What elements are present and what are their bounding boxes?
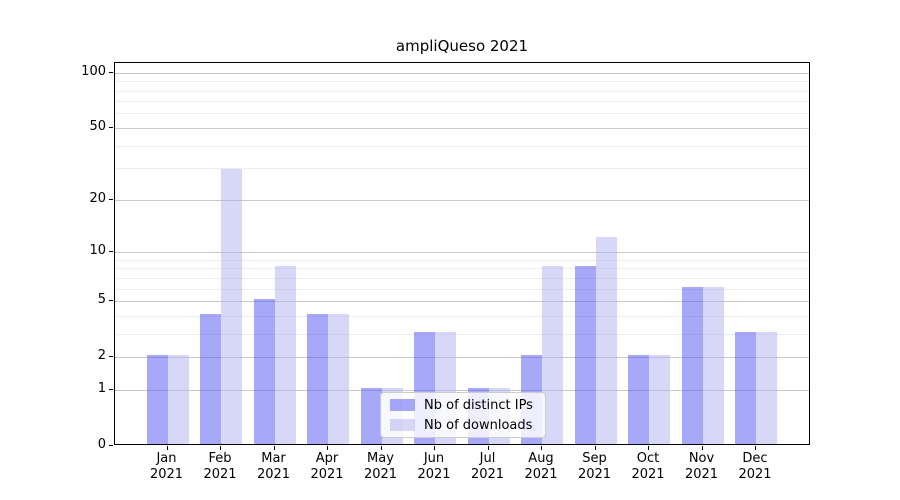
gridline-minor — [115, 315, 809, 317]
x-tick — [434, 446, 435, 450]
y-tick — [109, 71, 113, 73]
y-tick — [109, 356, 113, 358]
bar-distinct-ips-sep-2021 — [574, 266, 596, 444]
bar-distinct-ips-nov-2021 — [681, 286, 703, 444]
legend-label-distinct-ips: Nb of distinct IPs — [424, 397, 533, 413]
bar-distinct-ips-dec-2021 — [735, 331, 756, 444]
x-tick — [701, 446, 703, 450]
y-tick — [109, 251, 113, 252]
bar-downloads-apr-2021 — [328, 313, 349, 444]
gridline-major — [115, 252, 809, 253]
gridline-minor — [115, 288, 809, 290]
x-tick-label: Oct 2021 — [631, 451, 665, 482]
gridline-major — [115, 389, 809, 391]
y-tick-label: 20 — [89, 190, 106, 206]
y-tick — [109, 300, 113, 302]
gridline-minor — [115, 81, 809, 83]
gridline-minor — [115, 168, 809, 170]
x-tick-label: Aug 2021 — [524, 451, 558, 482]
bar-downloads-jan-2021 — [167, 355, 189, 444]
x-tick-label: Mar 2021 — [256, 451, 291, 482]
gridline-minor — [115, 113, 809, 115]
gridline-minor — [115, 101, 809, 103]
x-tick — [541, 446, 542, 450]
bar-distinct-ips-may-2021 — [360, 387, 382, 444]
x-tick-label: May 2021 — [363, 451, 398, 482]
x-tick-label: Nov 2021 — [684, 451, 719, 482]
bar-downloads-mar-2021 — [274, 266, 296, 444]
y-tick — [109, 126, 113, 128]
x-tick — [755, 446, 756, 450]
y-tick-label: 5 — [97, 292, 106, 308]
x-tick-label: Feb 2021 — [203, 451, 237, 482]
gridline-major — [115, 199, 809, 201]
bar-downloads-oct-2021 — [649, 355, 670, 444]
legend-swatch-downloads — [390, 419, 415, 431]
x-tick — [220, 446, 221, 450]
y-tick-label: 10 — [89, 243, 106, 258]
bar-distinct-ips-mar-2021 — [253, 299, 275, 444]
x-tick-label: Apr 2021 — [310, 451, 344, 482]
y-tick-label: 1 — [97, 380, 106, 396]
bar-downloads-feb-2021 — [221, 168, 242, 444]
x-tick-label: Dec 2021 — [738, 451, 772, 482]
y-tick — [109, 198, 113, 200]
x-tick-label: Jul 2021 — [470, 451, 505, 482]
bar-distinct-ips-jan-2021 — [146, 355, 168, 444]
gridline-major — [115, 127, 809, 129]
x-tick — [487, 446, 489, 450]
legend-label-downloads: Nb of downloads — [424, 417, 533, 433]
y-tick-label: 2 — [97, 348, 106, 364]
x-tick — [327, 446, 328, 450]
bar-distinct-ips-apr-2021 — [307, 313, 328, 444]
gridline-major — [115, 357, 809, 359]
x-tick — [166, 446, 168, 450]
y-tick — [109, 388, 113, 390]
bar-downloads-nov-2021 — [702, 286, 724, 444]
chart-title: ampliQueso 2021 — [395, 37, 529, 55]
gridline-minor — [115, 333, 809, 335]
gridline-minor — [115, 145, 809, 147]
bar-distinct-ips-oct-2021 — [628, 355, 649, 444]
bar-distinct-ips-feb-2021 — [200, 313, 221, 444]
bar-downloads-dec-2021 — [756, 331, 777, 444]
x-tick — [380, 446, 382, 450]
x-tick — [648, 446, 649, 450]
legend-entry-downloads: Nb of downloads — [390, 418, 536, 433]
gridline-minor — [115, 277, 809, 279]
x-tick — [594, 446, 596, 450]
gridline-minor — [115, 268, 809, 270]
y-tick-label: 100 — [81, 63, 106, 79]
y-tick-label: 50 — [89, 118, 106, 134]
y-tick-label: 0 — [97, 437, 106, 452]
gridline-major — [115, 72, 809, 74]
gridline-minor — [115, 90, 809, 92]
x-tick — [273, 446, 275, 450]
gridline-major — [115, 301, 809, 303]
legend-swatch-distinct-ips — [390, 399, 415, 411]
x-tick-label: Jan 2021 — [149, 451, 184, 482]
bar-downloads-aug-2021 — [542, 266, 563, 444]
legend-entry-distinct-ips: Nb of distinct IPs — [390, 398, 536, 413]
x-tick-label: Jun 2021 — [417, 451, 451, 482]
y-tick — [109, 445, 113, 446]
x-tick-label: Sep 2021 — [577, 451, 612, 482]
bar-downloads-sep-2021 — [595, 236, 617, 444]
plot-area: Nb of distinct IPs Nb of downloads — [114, 62, 810, 445]
legend: Nb of distinct IPs Nb of downloads — [380, 392, 546, 438]
gridline-minor — [115, 259, 809, 261]
